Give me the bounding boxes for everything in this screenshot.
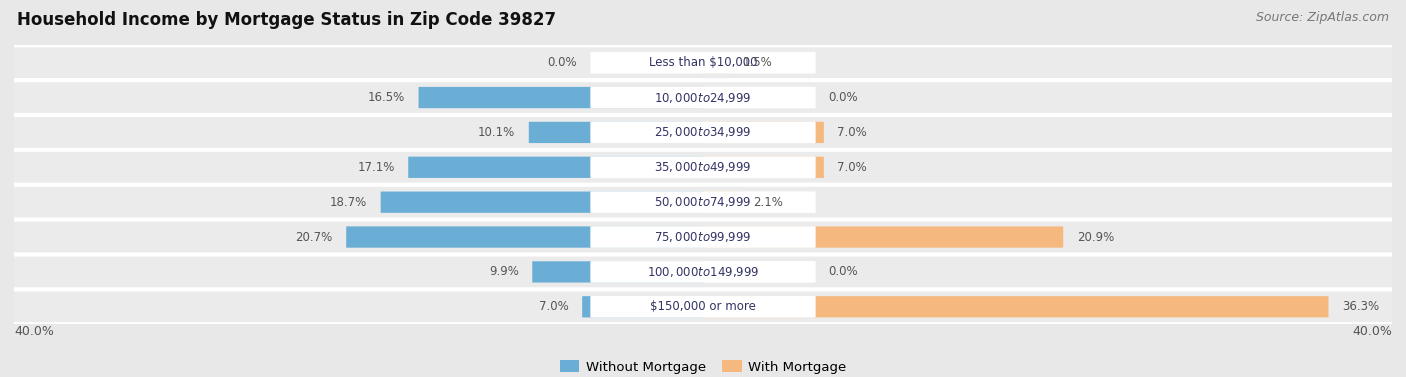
FancyBboxPatch shape [703, 296, 1329, 317]
Text: 10.1%: 10.1% [478, 126, 515, 139]
FancyBboxPatch shape [533, 261, 703, 282]
Text: 16.5%: 16.5% [368, 91, 405, 104]
FancyBboxPatch shape [6, 117, 1400, 148]
Text: Source: ZipAtlas.com: Source: ZipAtlas.com [1256, 11, 1389, 24]
Text: 18.7%: 18.7% [330, 196, 367, 208]
FancyBboxPatch shape [529, 122, 703, 143]
Text: $75,000 to $99,999: $75,000 to $99,999 [654, 230, 752, 244]
FancyBboxPatch shape [582, 296, 703, 317]
FancyBboxPatch shape [6, 257, 1400, 287]
FancyBboxPatch shape [703, 122, 824, 143]
FancyBboxPatch shape [591, 296, 815, 317]
Text: 0.0%: 0.0% [828, 265, 858, 278]
FancyBboxPatch shape [6, 48, 1400, 78]
Text: Household Income by Mortgage Status in Zip Code 39827: Household Income by Mortgage Status in Z… [17, 11, 555, 29]
Text: $10,000 to $24,999: $10,000 to $24,999 [654, 90, 752, 104]
Text: $25,000 to $34,999: $25,000 to $34,999 [654, 126, 752, 139]
Text: 17.1%: 17.1% [357, 161, 395, 174]
FancyBboxPatch shape [591, 52, 815, 74]
Text: 9.9%: 9.9% [489, 265, 519, 278]
FancyBboxPatch shape [408, 157, 703, 178]
Text: 7.0%: 7.0% [538, 300, 568, 313]
Text: 7.0%: 7.0% [838, 126, 868, 139]
Legend: Without Mortgage, With Mortgage: Without Mortgage, With Mortgage [554, 355, 852, 377]
Text: $35,000 to $49,999: $35,000 to $49,999 [654, 160, 752, 174]
Text: 0.0%: 0.0% [548, 56, 578, 69]
FancyBboxPatch shape [591, 87, 815, 108]
Text: 7.0%: 7.0% [838, 161, 868, 174]
FancyBboxPatch shape [591, 192, 815, 213]
Text: Less than $10,000: Less than $10,000 [648, 56, 758, 69]
FancyBboxPatch shape [381, 192, 703, 213]
FancyBboxPatch shape [591, 122, 815, 143]
FancyBboxPatch shape [346, 227, 703, 248]
Text: 2.1%: 2.1% [754, 196, 783, 208]
Text: 1.5%: 1.5% [742, 56, 772, 69]
FancyBboxPatch shape [6, 152, 1400, 182]
FancyBboxPatch shape [703, 192, 740, 213]
Text: 20.7%: 20.7% [295, 231, 333, 244]
Text: $100,000 to $149,999: $100,000 to $149,999 [647, 265, 759, 279]
FancyBboxPatch shape [703, 227, 1063, 248]
Text: 40.0%: 40.0% [1353, 325, 1392, 338]
Text: $150,000 or more: $150,000 or more [650, 300, 756, 313]
FancyBboxPatch shape [6, 82, 1400, 113]
FancyBboxPatch shape [6, 222, 1400, 252]
FancyBboxPatch shape [6, 187, 1400, 218]
FancyBboxPatch shape [591, 226, 815, 248]
Text: 0.0%: 0.0% [828, 91, 858, 104]
FancyBboxPatch shape [591, 156, 815, 178]
FancyBboxPatch shape [591, 261, 815, 283]
FancyBboxPatch shape [419, 87, 703, 108]
FancyBboxPatch shape [703, 157, 824, 178]
FancyBboxPatch shape [6, 291, 1400, 322]
Text: 20.9%: 20.9% [1077, 231, 1114, 244]
Text: 40.0%: 40.0% [14, 325, 53, 338]
FancyBboxPatch shape [703, 52, 730, 73]
Text: 36.3%: 36.3% [1341, 300, 1379, 313]
Text: $50,000 to $74,999: $50,000 to $74,999 [654, 195, 752, 209]
